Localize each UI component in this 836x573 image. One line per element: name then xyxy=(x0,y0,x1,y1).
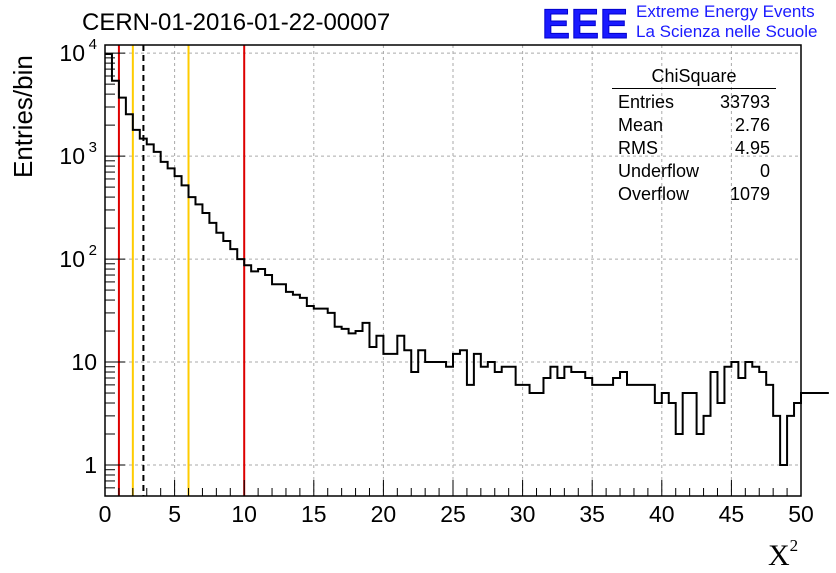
stats-value: 1079 xyxy=(729,184,770,204)
stats-row: RMS 4.95 xyxy=(612,137,776,160)
y-tick-exponent: 4 xyxy=(89,36,97,53)
stats-value: 33793 xyxy=(719,92,770,112)
stats-label: Mean xyxy=(618,115,664,135)
y-tick-label: 10 xyxy=(59,40,85,66)
y-tick-label: 10 xyxy=(59,246,85,272)
axis-ticks xyxy=(104,52,802,497)
eee-logo: EEE xyxy=(541,0,630,48)
stats-label: Underflow xyxy=(618,161,700,181)
stats-row: Overflow 1079 xyxy=(612,183,776,206)
x-tick-label: 30 xyxy=(510,501,536,527)
y-tick-label: 1 xyxy=(84,452,97,478)
x-tick-label: 40 xyxy=(649,501,675,527)
stats-value: 2.76 xyxy=(734,115,770,135)
y-tick-exponent: 3 xyxy=(89,139,97,156)
chart-title: CERN-01-2016-01-22-00007 xyxy=(82,9,391,36)
x-tick-label: 45 xyxy=(719,501,745,527)
logo-caption-line1: Extreme Energy Events xyxy=(636,2,815,21)
x-tick-label: 35 xyxy=(579,501,605,527)
x-axis-label-text: X xyxy=(768,539,790,572)
y-axis-label: Entries/bin xyxy=(8,55,38,178)
x-tick-label: 0 xyxy=(99,501,112,527)
stats-box: ChiSquare Entries 33793 Mean 2.76 RMS 4.95 … xyxy=(612,66,776,206)
stats-label: Overflow xyxy=(618,184,690,204)
stats-value: 4.95 xyxy=(734,138,770,158)
x-axis-label-exponent: 2 xyxy=(789,536,799,555)
stats-row: Entries 33793 xyxy=(612,91,776,114)
x-tick-label: 5 xyxy=(168,501,181,527)
stats-row: Mean 2.76 xyxy=(612,114,776,137)
y-tick-exponent: 2 xyxy=(89,242,97,259)
logo-caption-line2: La Scienza nelle Scuole xyxy=(636,22,818,41)
x-tick-label: 25 xyxy=(440,501,466,527)
stats-label: Entries xyxy=(618,92,675,112)
stats-value: 0 xyxy=(759,161,770,181)
y-tick-label: 10 xyxy=(71,349,97,375)
y-tick-label: 10 xyxy=(59,143,85,169)
stats-box-title: ChiSquare xyxy=(612,66,776,89)
x-tick-label: 20 xyxy=(371,501,397,527)
stats-label: RMS xyxy=(618,138,658,158)
histogram-series xyxy=(105,53,829,467)
x-tick-label: 50 xyxy=(788,501,814,527)
stats-row: Underflow 0 xyxy=(612,160,776,183)
x-tick-label: 10 xyxy=(231,501,257,527)
x-axis-label: X2 xyxy=(768,536,798,573)
x-tick-label: 15 xyxy=(301,501,327,527)
reference-lines xyxy=(117,45,246,496)
